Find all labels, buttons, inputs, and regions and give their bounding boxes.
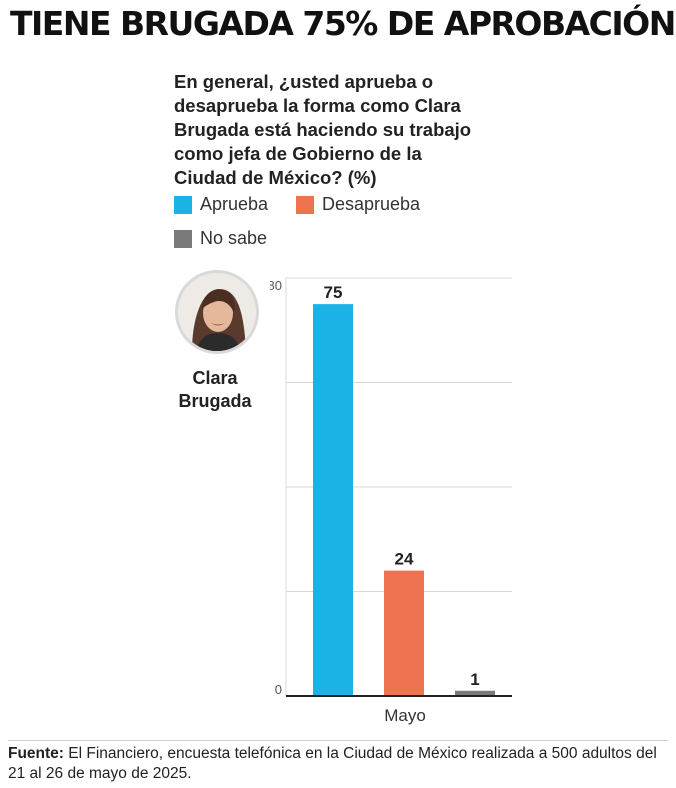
y-tick-label: 0 [275, 682, 282, 697]
y-tick-label: 80 [270, 278, 282, 293]
legend-swatch-desaprueba [296, 195, 314, 214]
source-label: Fuente: [8, 745, 64, 762]
legend-label-desaprueba: Desaprueba [322, 194, 421, 214]
data-label: 75 [324, 283, 343, 302]
headline: TIENE BRUGADA 75% DE APROBACIÓN [10, 4, 676, 43]
source-text: El Financiero, encuesta telefónica en la… [8, 745, 657, 782]
bar-aprueba [313, 304, 353, 696]
data-label: 1 [470, 670, 479, 689]
portrait-photo-icon [175, 270, 259, 354]
legend-item-desaprueba: Desaprueba [296, 194, 420, 215]
legend-swatch-aprueba [174, 195, 192, 214]
question-text: En general, ¿usted aprueba o desaprueba … [174, 71, 472, 188]
legend-label-no-sabe: No sabe [200, 228, 268, 248]
legend-swatch-no-sabe [174, 229, 192, 248]
bar-desaprueba [384, 570, 424, 696]
bar-no-sabe [455, 690, 495, 696]
data-label: 24 [395, 550, 414, 569]
bar-chart: 0 80 75 24 1 Mayo [270, 277, 512, 725]
source-note: Fuente: El Financiero, encuesta telefóni… [8, 744, 670, 784]
x-category-label: Mayo [384, 706, 426, 725]
person-name: Clara Brugada [178, 368, 252, 411]
source-divider [8, 740, 668, 741]
legend-item-aprueba: Aprueba [174, 194, 268, 215]
legend-item-no-sabe: No sabe [174, 228, 267, 249]
legend-label-aprueba: Aprueba [200, 194, 269, 214]
